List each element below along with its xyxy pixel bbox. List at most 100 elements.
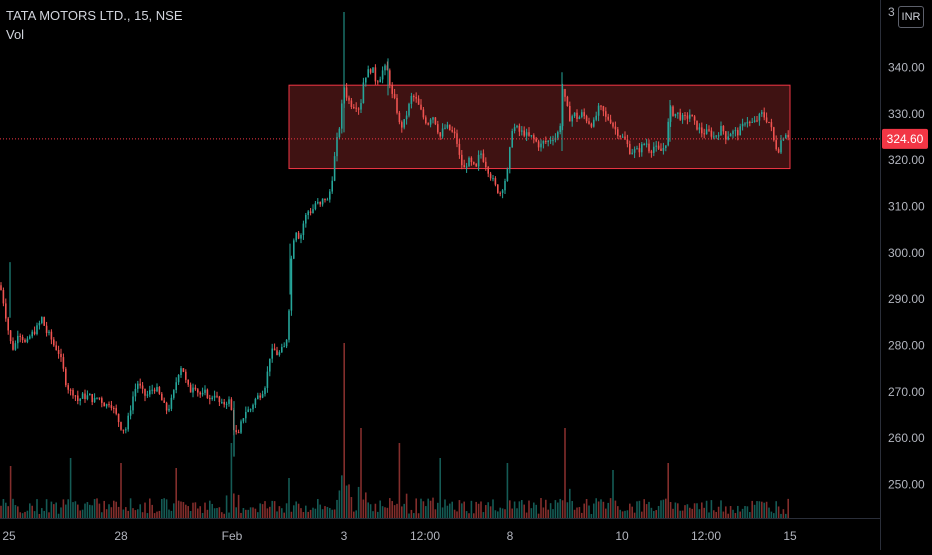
- candle-body: [501, 190, 504, 193]
- volume-bar: [473, 513, 475, 518]
- candle-body: [429, 119, 432, 125]
- volume-bar: [331, 509, 333, 518]
- y-tick-label: 270.00: [888, 385, 925, 399]
- currency-button[interactable]: INR: [898, 6, 924, 28]
- candle-body: [417, 98, 420, 105]
- volume-bar: [518, 501, 521, 518]
- candle-body: [129, 410, 132, 416]
- volume-bar: [463, 501, 465, 518]
- volume-bar: [504, 509, 506, 518]
- volume-bar: [62, 499, 65, 518]
- candle-body: [499, 192, 501, 194]
- candle-body: [698, 127, 701, 130]
- candle-body: [38, 322, 41, 326]
- volume-bar: [209, 500, 211, 518]
- candle-body: [257, 395, 259, 399]
- volume-bar: [470, 500, 473, 518]
- candle-body: [619, 135, 621, 137]
- candle-body: [441, 128, 444, 137]
- candle-body: [677, 112, 679, 114]
- volume-bar: [74, 501, 77, 518]
- volume-bar: [535, 504, 537, 518]
- volume-bar: [98, 503, 101, 518]
- volume-bar: [391, 501, 393, 518]
- volume-bar: [259, 503, 261, 518]
- volume-bar: [509, 500, 511, 518]
- volume-bar: [554, 500, 557, 518]
- volume-bar: [650, 507, 653, 518]
- volume-bar: [602, 501, 605, 518]
- volume-bar: [50, 501, 53, 518]
- volume-bar: [441, 507, 444, 518]
- volume-bar: [415, 498, 417, 518]
- candle-body: [127, 415, 129, 430]
- volume-bar: [26, 510, 29, 518]
- candle-body: [105, 404, 108, 407]
- candle-body: [725, 131, 727, 140]
- y-tick-label: 340.00: [888, 61, 925, 75]
- candle-body: [72, 390, 74, 396]
- candle-body: [758, 113, 761, 121]
- volume-bar: [612, 470, 614, 518]
- candle-body: [249, 409, 252, 411]
- volume-bar: [446, 505, 449, 518]
- candle-body: [415, 97, 417, 99]
- volume-bar: [775, 501, 777, 518]
- volume-bar: [139, 504, 141, 518]
- volume-bar: [295, 501, 297, 518]
- volume-bar: [225, 495, 228, 518]
- candle-body: [405, 115, 408, 120]
- volume-bar: [14, 505, 17, 518]
- candle-body: [669, 106, 672, 122]
- candle-body: [21, 336, 24, 340]
- volume-bar: [314, 508, 317, 518]
- symbol-title[interactable]: TATA MOTORS LTD., 15, NSE: [6, 8, 183, 23]
- candle-body: [477, 154, 480, 167]
- candle-body: [326, 199, 329, 201]
- volume-bar: [609, 498, 612, 518]
- volume-bar: [108, 504, 110, 518]
- volume-bar: [756, 501, 758, 518]
- candle-body: [153, 389, 156, 392]
- volume-label[interactable]: Vol: [6, 27, 25, 42]
- candle-body: [144, 388, 146, 396]
- candle-body: [225, 403, 228, 405]
- candle-body: [19, 335, 21, 337]
- candle-body: [247, 409, 249, 412]
- candle-body: [564, 89, 566, 97]
- y-tick-label: 290.00: [888, 292, 925, 306]
- candle-body: [305, 214, 307, 224]
- volume-bar: [223, 513, 225, 518]
- candle-body: [266, 371, 269, 388]
- candle-body: [98, 397, 101, 399]
- volume-bar: [777, 506, 780, 518]
- candle-body: [91, 394, 93, 403]
- volume-bar: [684, 505, 686, 518]
- volume-bar: [228, 512, 230, 518]
- candle-body: [408, 103, 410, 116]
- volume-bar: [91, 505, 93, 518]
- candle-body: [600, 105, 602, 107]
- candle-body: [511, 130, 513, 148]
- candle-body: [674, 113, 677, 116]
- volume-bar: [2, 499, 5, 518]
- volume-bar: [336, 499, 338, 518]
- candle-body: [444, 127, 446, 129]
- candle-body: [163, 400, 165, 403]
- volume-bar: [763, 502, 765, 518]
- volume-bar: [57, 513, 60, 518]
- candle-body: [228, 399, 230, 404]
- candle-body: [93, 397, 96, 403]
- candle-body: [295, 232, 297, 241]
- volume-bar: [309, 509, 312, 518]
- candle-body: [451, 130, 453, 132]
- candle-body: [631, 152, 633, 154]
- volume-bar: [513, 501, 516, 518]
- candle-body: [590, 123, 593, 127]
- volume-bar: [276, 511, 278, 518]
- candle-body: [561, 89, 564, 127]
- candle-body: [708, 129, 710, 131]
- candle-body: [103, 402, 105, 407]
